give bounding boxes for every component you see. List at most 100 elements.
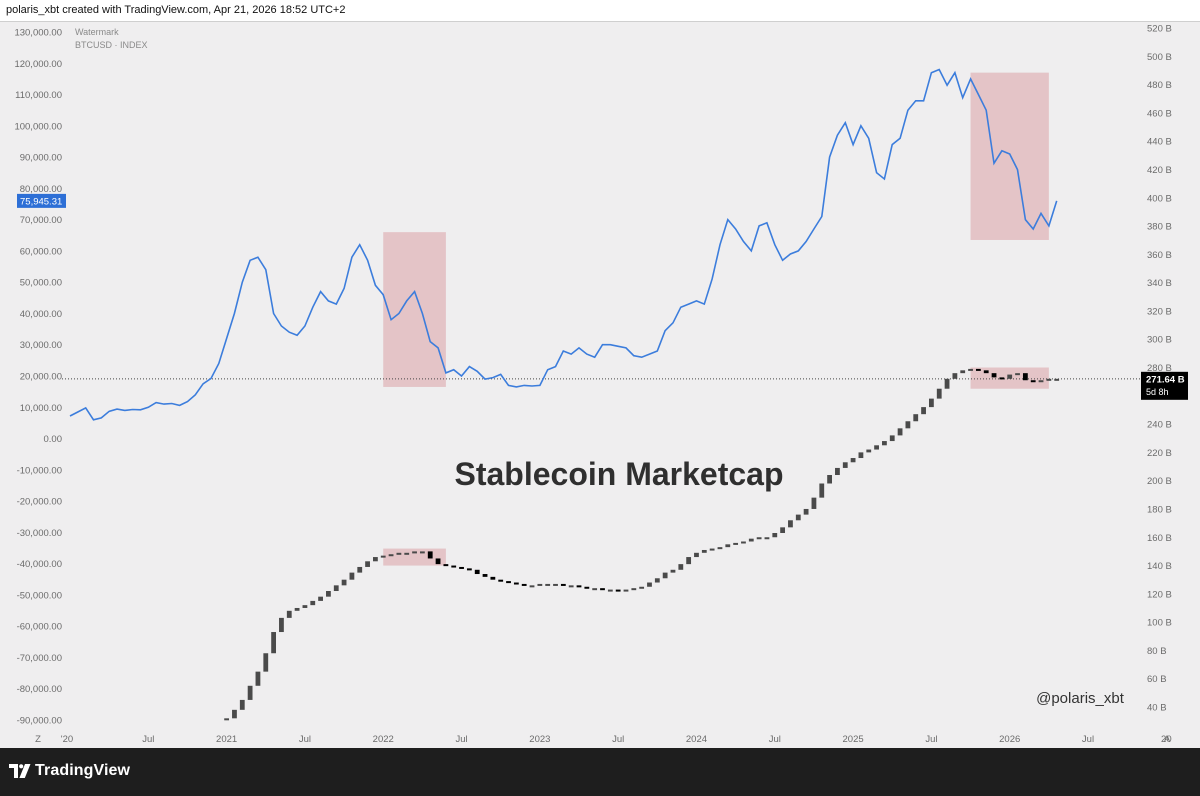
highlight-boxes [383,72,1049,566]
stablecoin-bar [780,527,786,534]
stablecoin-bar [419,551,425,554]
stablecoin-bar [545,583,551,586]
left-axis-tick: 120,000.00 [14,59,62,70]
right-axis-tick: 340 B [1147,278,1172,289]
time-axis-tick: Jul [612,734,624,745]
stablecoin-bar [553,583,558,586]
left-axis-tick: 30,000.00 [20,340,62,351]
stablecoin-bar [889,435,895,442]
stablecoin-bar [373,557,378,562]
stablecoin-bar [999,377,1005,380]
time-axis-tick: 20 [1161,734,1172,745]
stablecoin-bar [921,407,926,415]
chart-area[interactable]: 130,000.00 120,000.00 110,000.00 100,000.00… [0,22,1200,748]
stablecoin-bar [498,579,504,582]
chart-svg[interactable]: 130,000.00 120,000.00 110,000.00 100,000.00… [0,22,1200,748]
stablecoin-bar [678,564,684,570]
stablecoin-bar [842,462,848,468]
stablecoin-bar [224,718,230,721]
stablecoin-bar [326,591,331,597]
stablecoin-bar [513,582,519,585]
stablecoin-bar [983,370,989,374]
left-axis-tick: 0.00 [44,434,63,445]
stablecoin-bar [631,588,637,591]
right-axis-tick: 220 B [1147,448,1172,459]
left-axis-tick: 70,000.00 [20,215,62,226]
stablecoin-bar [349,572,355,580]
stablecoin-bar [803,508,809,515]
stablecoin-bar [271,632,277,654]
stablecoin-bar [365,561,370,567]
right-axis-tick: 500 B [1147,52,1172,63]
stablecoin-bar [788,520,793,528]
stablecoin-bar [302,605,308,608]
stablecoin-bar [592,588,598,591]
tradingview-logo[interactable]: TradingView [9,762,130,780]
time-axis-tick: 2022 [373,734,394,745]
stablecoin-bar [279,617,284,633]
right-axis-tick: 420 B [1147,165,1172,176]
time-axis-tick: Jul [1082,734,1094,745]
stablecoin-bar [560,583,566,586]
stablecoin-bar [318,596,323,601]
stablecoin-bar [466,568,472,571]
stablecoin-bar [506,581,511,584]
left-axis-tick: 90,000.00 [20,153,62,164]
stablecoin-bar [1054,378,1060,381]
stablecoin-bar [874,445,879,450]
right-axis-tick: 360 B [1147,250,1172,261]
stablecoin-bar [975,368,981,371]
stablecoin-bar [310,600,316,606]
stablecoin-bar [263,653,269,672]
stablecoin-bar [239,699,245,710]
stablecoin-bar [858,452,864,459]
stablecoin-bar [795,514,801,521]
stablecoin-bar [882,441,887,446]
stablecoin-bar [913,414,919,422]
left-axis-tick: -60,000.00 [17,622,62,633]
stablecoin-bar [897,428,903,436]
left-axis-tick: -50,000.00 [17,590,62,601]
right-axis-tick: 460 B [1147,108,1172,119]
stablecoin-bar [474,569,480,575]
highlight-box [383,232,446,387]
left-axis-tick: 50,000.00 [20,278,62,289]
right-axis-tick: 440 B [1147,137,1172,148]
chart-title: Stablecoin Marketcap [455,456,784,492]
stablecoin-bar [936,388,942,399]
left-axis-tick: 10,000.00 [20,403,62,414]
stablecoin-bar [764,537,770,540]
stablecoin-bar [576,585,582,588]
stablecoin-bar [717,547,723,550]
stablecoin-bar [451,565,457,568]
right-axis-tick: 100 B [1147,618,1172,629]
time-axis-tick: Jul [142,734,154,745]
stablecoin-bar [1046,378,1052,381]
time-axis-tick: 2024 [686,734,707,745]
stablecoin-bar [286,610,292,618]
stablecoin-bar [866,449,872,453]
stablecoin-bar [952,373,958,379]
left-axis-tick: -30,000.00 [17,528,62,539]
stablecoin-bar [1030,380,1036,383]
btc-price-badge-text: 75,945.31 [20,196,62,207]
stablecoin-bar [600,588,605,591]
stablecoin-bar [443,564,449,567]
stablecoin-bar [482,574,488,577]
left-axis-tick: -40,000.00 [17,559,62,570]
right-price-axis: 520 B 500 B 480 B 460 B 440 B 420 B 400 B 380 B… [1147,24,1172,714]
right-axis-tick: 280 B [1147,363,1172,374]
highlight-box [970,72,1049,240]
left-price-axis: 130,000.00 120,000.00 110,000.00 100,000.00… [14,28,62,727]
stablecoin-bar [537,583,543,586]
btc-series-line [69,68,1058,421]
stablecoin-bar [850,458,856,463]
time-axis: '20 Jul 2021 Jul 2022 Jul 2023 Jul 2024 Jul 2025 Ju… [35,734,1172,745]
left-axis-tick: 130,000.00 [14,28,62,39]
stablecoin-bar [255,671,261,686]
left-axis-tick: -90,000.00 [17,716,62,727]
time-axis-left-corner: Z [35,734,41,745]
right-axis-tick: 140 B [1147,561,1172,572]
stablecoin-bar [694,552,699,558]
stablecoin-bar [1022,373,1028,381]
